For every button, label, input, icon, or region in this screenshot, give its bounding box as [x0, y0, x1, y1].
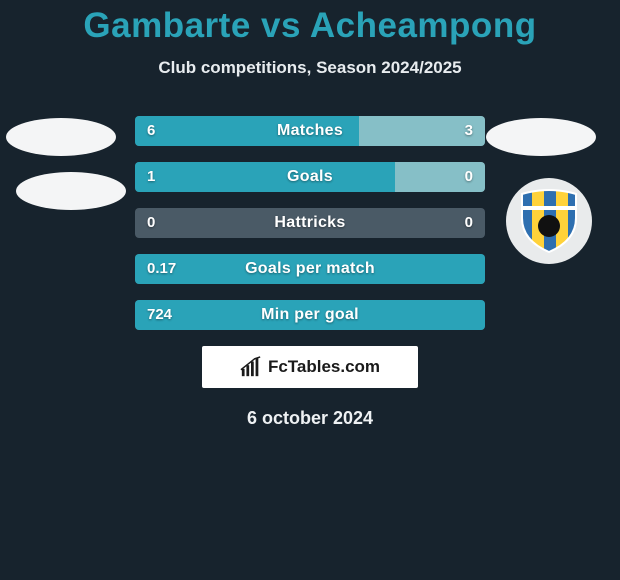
stat-row: 63Matches — [135, 116, 485, 146]
team-left-logo-2 — [16, 172, 126, 210]
footer-brand-text: FcTables.com — [268, 357, 380, 377]
team-right-logo-1 — [486, 118, 596, 156]
stat-label: Goals per match — [135, 254, 485, 284]
team-right-badge — [506, 178, 592, 264]
stat-row: 0.17Goals per match — [135, 254, 485, 284]
stat-row: 724Min per goal — [135, 300, 485, 330]
stat-row: 00Hattricks — [135, 208, 485, 238]
footer-brand: FcTables.com — [202, 346, 418, 388]
stat-label: Goals — [135, 162, 485, 192]
stat-row: 10Goals — [135, 162, 485, 192]
stat-label: Hattricks — [135, 208, 485, 238]
page-title: Gambarte vs Acheampong — [0, 0, 620, 46]
stat-label: Min per goal — [135, 300, 485, 330]
date-text: 6 october 2024 — [0, 408, 620, 429]
shield-icon — [514, 186, 584, 256]
bar-chart-icon — [240, 356, 262, 378]
team-left-logo-1 — [6, 118, 116, 156]
subtitle: Club competitions, Season 2024/2025 — [0, 58, 620, 78]
stat-label: Matches — [135, 116, 485, 146]
